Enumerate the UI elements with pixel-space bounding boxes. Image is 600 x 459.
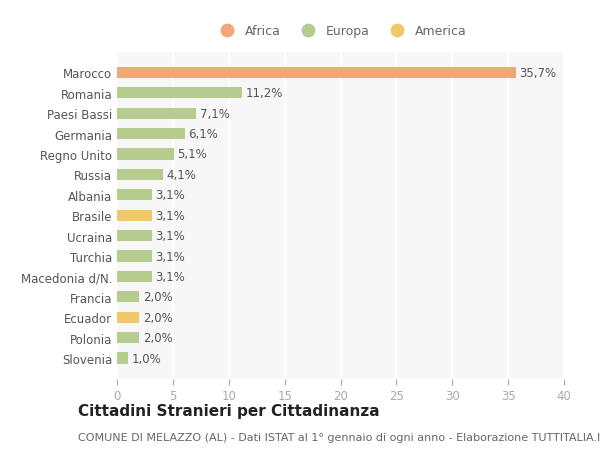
Bar	[117, 312, 139, 323]
Bar	[117, 67, 516, 79]
Text: 4,1%: 4,1%	[166, 168, 196, 181]
Text: 2,0%: 2,0%	[143, 331, 172, 344]
Bar	[117, 210, 152, 221]
Text: 2,0%: 2,0%	[143, 311, 172, 324]
Bar	[117, 332, 139, 343]
Text: 3,1%: 3,1%	[155, 270, 185, 283]
Bar	[117, 108, 196, 119]
Text: 1,0%: 1,0%	[131, 352, 161, 365]
Text: COMUNE DI MELAZZO (AL) - Dati ISTAT al 1° gennaio di ogni anno - Elaborazione TU: COMUNE DI MELAZZO (AL) - Dati ISTAT al 1…	[78, 432, 600, 442]
Text: 3,1%: 3,1%	[155, 209, 185, 222]
Bar	[117, 271, 152, 282]
Bar	[117, 129, 185, 140]
Bar	[117, 88, 242, 99]
Text: 3,1%: 3,1%	[155, 230, 185, 242]
Text: 11,2%: 11,2%	[245, 87, 283, 100]
Text: 5,1%: 5,1%	[178, 148, 207, 161]
Bar	[117, 190, 152, 201]
Bar	[117, 230, 152, 242]
Bar	[117, 169, 163, 180]
Text: 35,7%: 35,7%	[519, 67, 556, 80]
Text: 3,1%: 3,1%	[155, 250, 185, 263]
Text: 6,1%: 6,1%	[188, 128, 218, 141]
Text: 3,1%: 3,1%	[155, 189, 185, 202]
Legend: Africa, Europa, America: Africa, Europa, America	[210, 20, 471, 43]
Text: 7,1%: 7,1%	[200, 107, 230, 120]
Bar	[117, 251, 152, 262]
Text: 2,0%: 2,0%	[143, 291, 172, 304]
Bar	[117, 353, 128, 364]
Bar	[117, 149, 174, 160]
Bar	[117, 291, 139, 303]
Text: Cittadini Stranieri per Cittadinanza: Cittadini Stranieri per Cittadinanza	[78, 403, 380, 419]
